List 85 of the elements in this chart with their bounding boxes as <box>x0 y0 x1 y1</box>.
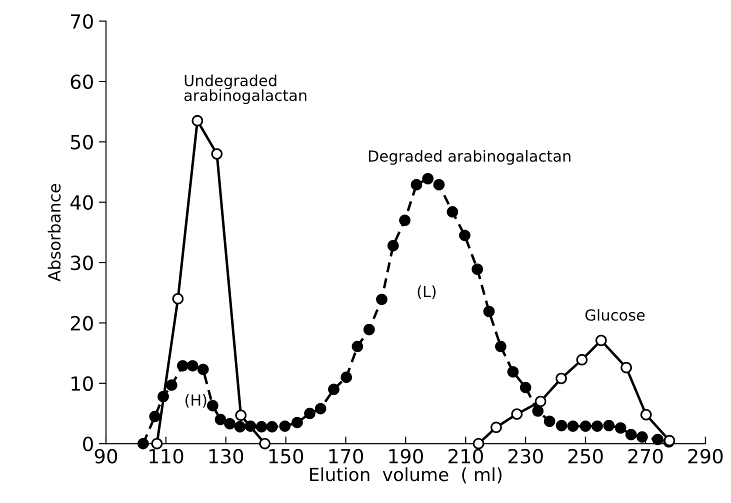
point <box>459 230 470 242</box>
y-tick-label: 70 <box>71 14 93 29</box>
point <box>211 148 223 160</box>
y-axis-title: Absorbance <box>48 184 61 282</box>
point <box>314 402 326 414</box>
x-tick-label: 270 <box>628 448 663 464</box>
y-tick-label: 60 <box>70 74 93 90</box>
x-tick-label: 290 <box>688 448 723 464</box>
point <box>166 379 178 391</box>
point <box>177 360 188 372</box>
point <box>472 438 484 450</box>
point <box>279 420 291 432</box>
x-tick-label: 150 <box>269 448 304 464</box>
point <box>266 421 278 432</box>
point <box>376 294 388 306</box>
point <box>410 179 422 190</box>
x-tick-label: 170 <box>329 448 364 464</box>
point <box>214 414 226 426</box>
y-tick-label: 10 <box>72 376 93 391</box>
point <box>137 438 149 450</box>
point <box>292 416 303 428</box>
point <box>520 382 532 394</box>
series-label: Undegraded arabinogalactan <box>184 74 306 104</box>
x-tick-label: 110 <box>150 448 184 464</box>
x-tick-label: 130 <box>209 448 244 464</box>
annotation: (L) <box>418 285 436 300</box>
point <box>446 206 458 218</box>
point <box>256 421 268 432</box>
point <box>192 115 204 126</box>
text: Degraded arabinogalactan <box>368 150 570 165</box>
point <box>507 366 519 378</box>
point <box>556 420 568 432</box>
series-label: Glucose <box>585 308 645 321</box>
x-tick-label: 230 <box>508 448 543 464</box>
annotation: (H) <box>186 394 206 408</box>
x-axis-title: Elution volume ( ml) <box>310 467 502 484</box>
y-tick-label: 20 <box>70 316 93 331</box>
point <box>580 420 592 432</box>
point <box>532 405 544 417</box>
point <box>544 416 556 428</box>
point <box>483 306 495 318</box>
x-tick-label: 90 <box>94 448 118 464</box>
x-tick-label: 190 <box>389 448 423 464</box>
point <box>495 340 506 352</box>
point <box>636 431 648 443</box>
point <box>640 408 652 420</box>
point <box>352 340 364 352</box>
point <box>472 264 484 275</box>
point <box>363 324 375 336</box>
point <box>224 418 236 430</box>
point <box>186 360 198 372</box>
point <box>197 364 209 376</box>
point <box>149 410 161 422</box>
y-tick-label: 50 <box>70 134 93 150</box>
point <box>235 410 247 421</box>
point <box>595 334 607 346</box>
point <box>151 438 163 450</box>
x-tick-label: 210 <box>448 448 483 464</box>
point <box>340 372 352 383</box>
point <box>603 420 615 432</box>
point <box>556 372 567 384</box>
point <box>304 408 316 420</box>
point <box>172 293 184 304</box>
point <box>399 214 410 226</box>
point <box>625 428 637 440</box>
point <box>592 420 603 432</box>
point <box>652 434 664 446</box>
point <box>206 400 218 412</box>
point <box>490 422 502 434</box>
point <box>614 422 626 434</box>
y-tick-label: 40 <box>70 195 93 210</box>
point <box>567 420 579 432</box>
point <box>259 438 271 450</box>
point <box>511 408 523 420</box>
x-tick-label: 250 <box>568 448 603 464</box>
point <box>234 421 246 432</box>
y-tick-label: 0 <box>83 436 93 452</box>
point <box>576 354 588 366</box>
point <box>387 240 399 252</box>
point <box>328 384 340 396</box>
point <box>433 179 445 190</box>
point <box>620 362 632 374</box>
point <box>534 396 546 408</box>
y-tick-label: 30 <box>70 256 93 270</box>
point <box>422 172 434 184</box>
